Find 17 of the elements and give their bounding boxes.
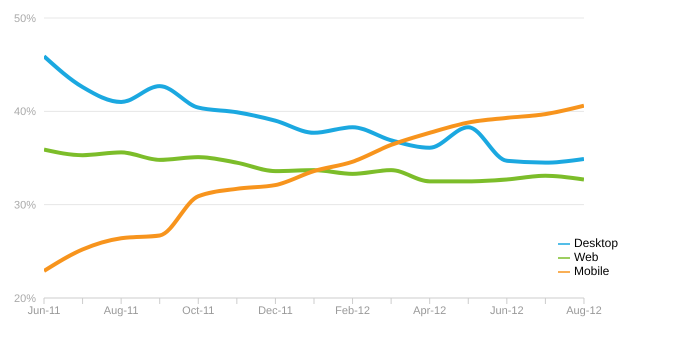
line-series — [44, 54, 584, 165]
x-tick-label: Aug-12 — [566, 304, 602, 317]
y-tick-label: 50% — [14, 12, 36, 25]
x-tick-label: Apr-12 — [413, 304, 446, 317]
x-tick-label: Aug-11 — [104, 304, 138, 317]
x-tick-label: Feb-12 — [335, 304, 370, 317]
x-tick-label: Oct-11 — [182, 304, 214, 317]
x-tick-label: Jun-12 — [490, 304, 524, 317]
y-tick-label: 20% — [14, 292, 36, 305]
legend-label: Desktop — [574, 236, 618, 250]
y-tick-label: 40% — [14, 106, 36, 118]
legend-label: Web — [574, 250, 598, 264]
legend-label: Mobile — [574, 264, 610, 278]
x-tick-label: Jun-11 — [28, 304, 60, 317]
line-series — [44, 148, 584, 184]
y-tick-label: 30% — [14, 200, 36, 212]
x-tick-label: Dec-11 — [258, 304, 293, 317]
